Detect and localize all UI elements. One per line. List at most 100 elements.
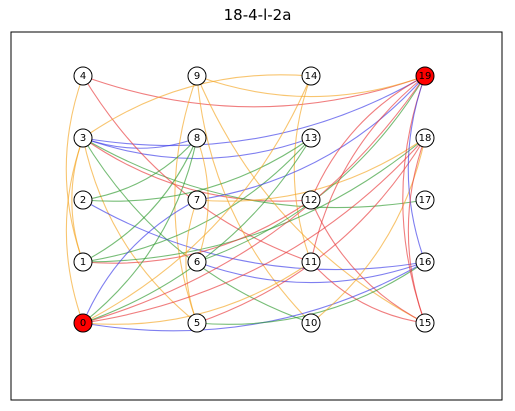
edge-3-12	[82, 137, 312, 202]
node-1-circle	[73, 252, 93, 272]
edge-3-13	[82, 137, 312, 160]
edge-7-0	[82, 199, 198, 324]
edge-19-16	[407, 75, 426, 263]
node-9-circle	[187, 66, 207, 86]
node-14-circle	[301, 66, 321, 86]
node-16-circle	[415, 252, 435, 272]
node-5-label: 5	[194, 318, 200, 329]
node-18-circle	[415, 128, 435, 148]
edge-3-17	[82, 137, 426, 209]
node-8-label: 8	[194, 133, 200, 144]
edge-2-13	[82, 137, 312, 202]
edge-4-11	[82, 75, 312, 263]
node-19: 19	[415, 66, 435, 86]
node-9: 9	[187, 66, 207, 86]
edge-10-18	[310, 137, 426, 324]
edge-2-8	[82, 137, 198, 201]
node-12: 12	[301, 190, 321, 210]
node-19-label: 19	[419, 71, 432, 82]
edge-14-3	[82, 74, 312, 139]
node-18: 18	[415, 128, 435, 148]
edge-1-12	[82, 199, 312, 264]
edge-0-8	[82, 137, 198, 324]
node-11-label: 11	[305, 257, 318, 268]
edge-6-8	[196, 137, 209, 263]
node-10-label: 10	[305, 318, 318, 329]
edge-19-11	[310, 75, 426, 263]
node-0: 0	[73, 313, 93, 333]
node-7: 7	[187, 190, 207, 210]
edge-3-0	[65, 137, 84, 324]
node-8-circle	[187, 128, 207, 148]
node-11: 11	[301, 252, 321, 272]
edge-0-14	[82, 75, 312, 324]
node-17-circle	[415, 190, 435, 210]
edge-1-18	[82, 137, 426, 263]
edge-9-19	[196, 75, 426, 98]
edge-0-13	[82, 137, 312, 324]
node-17-label: 17	[419, 195, 432, 206]
node-6-label: 6	[194, 257, 200, 268]
node-14-label: 14	[305, 71, 318, 82]
node-14: 14	[301, 66, 321, 86]
node-3-label: 3	[80, 133, 86, 144]
edge-5-18	[196, 137, 426, 324]
node-11-circle	[301, 252, 321, 272]
edge-0-18	[82, 137, 426, 324]
edge-0-19	[82, 75, 426, 324]
node-18-label: 18	[419, 133, 432, 144]
node-5: 5	[187, 313, 207, 333]
edge-1-13	[82, 137, 312, 263]
node-15-circle	[415, 313, 435, 333]
node-17: 17	[415, 190, 435, 210]
edge-7-19	[196, 75, 426, 201]
edge-1-8	[82, 137, 198, 263]
node-10-circle	[301, 313, 321, 333]
node-2: 2	[73, 190, 93, 210]
node-7-label: 7	[194, 195, 200, 206]
node-19-circle	[415, 66, 435, 86]
edge-14-11	[293, 75, 312, 263]
edge-6-19	[196, 75, 426, 263]
edge-5-16	[196, 261, 426, 325]
node-2-circle	[73, 190, 93, 210]
node-0-circle	[73, 313, 93, 333]
node-1: 1	[73, 252, 93, 272]
edge-3-10	[82, 137, 312, 324]
diagram-title: 18-4-l-2a	[223, 6, 292, 24]
node-3-circle	[73, 128, 93, 148]
node-12-label: 12	[305, 195, 318, 206]
edge-9-5	[174, 75, 198, 324]
node-7-circle	[187, 190, 207, 210]
node-15: 15	[415, 313, 435, 333]
node-16: 16	[415, 252, 435, 272]
edge-7-18	[196, 137, 426, 202]
node-16-label: 16	[419, 257, 432, 268]
node-1-label: 1	[80, 257, 86, 268]
edge-7-5	[185, 199, 198, 324]
node-10: 10	[301, 313, 321, 333]
node-8: 8	[187, 128, 207, 148]
edge-19-12	[310, 75, 426, 201]
edge-9-15	[196, 75, 426, 324]
edge-9-10	[196, 75, 312, 324]
plot-frame	[10, 31, 503, 401]
edge-3-19	[82, 75, 426, 147]
edges-layer	[65, 74, 426, 332]
edge-11-15	[310, 261, 426, 324]
node-6: 6	[187, 252, 207, 272]
node-15-label: 15	[419, 318, 432, 329]
edge-2-16	[82, 199, 426, 271]
node-13: 13	[301, 128, 321, 148]
node-4-label: 4	[80, 71, 86, 82]
edge-4-19	[82, 75, 426, 108]
edge-12-15	[310, 199, 426, 324]
node-3: 3	[73, 128, 93, 148]
node-4: 4	[73, 66, 93, 86]
edge-0-11	[82, 261, 312, 325]
edge-3-5	[82, 137, 198, 324]
node-13-circle	[301, 128, 321, 148]
node-12-circle	[301, 190, 321, 210]
